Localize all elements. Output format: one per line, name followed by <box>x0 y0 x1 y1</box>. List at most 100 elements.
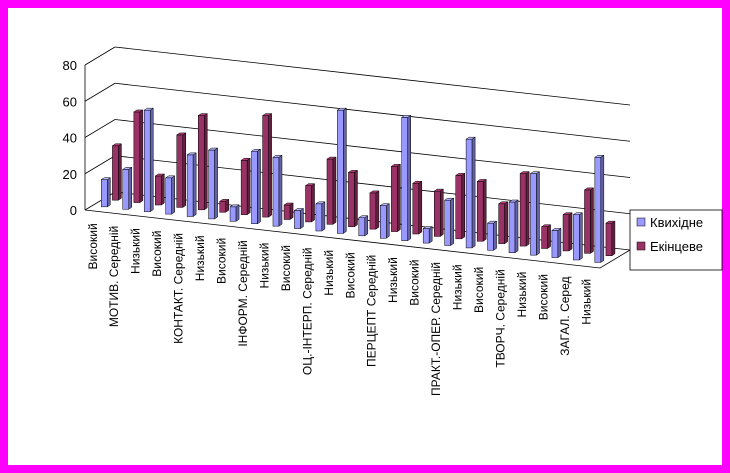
bar-side <box>600 154 605 263</box>
x-tick-label: Високий <box>343 252 357 298</box>
bar-kvykhidne <box>508 199 519 254</box>
bar-ekintseve <box>390 163 402 233</box>
bar-ekintseve <box>261 113 273 218</box>
x-tick-label: КОНТАКТ. Середній <box>172 233 186 344</box>
bar-front <box>122 169 130 210</box>
bar-kvykhidne <box>272 154 283 227</box>
bar-top <box>605 220 616 224</box>
bar-front <box>197 115 205 211</box>
bar-top <box>347 170 359 173</box>
bar-ekintseve <box>326 156 337 225</box>
gridline-depth <box>84 82 116 102</box>
bar-side <box>471 136 476 249</box>
bar-side <box>246 157 251 216</box>
bar-front <box>229 206 237 222</box>
bar-front <box>112 145 119 201</box>
bar-ekintseve <box>497 201 509 245</box>
bar-side <box>235 204 240 222</box>
bar-ekintseve <box>369 190 380 230</box>
bar-top <box>400 115 412 118</box>
x-tick-label: Низький <box>451 264 465 310</box>
bar-side <box>525 171 530 247</box>
bar-side <box>568 212 573 252</box>
y-tick-label: 0 <box>70 203 77 218</box>
bar-top <box>304 183 316 186</box>
y-tick-label: 40 <box>63 131 77 146</box>
bar-side <box>214 147 218 220</box>
bar-ekintseve <box>347 169 359 228</box>
bar-side <box>579 212 583 261</box>
bar-ekintseve <box>175 132 187 208</box>
bar-front <box>541 226 548 249</box>
bar-top <box>476 179 488 182</box>
bar-front <box>605 222 613 257</box>
bar-top <box>562 212 573 215</box>
bar-front <box>391 166 398 232</box>
bar-front <box>305 185 312 223</box>
bar-ekintseve <box>583 187 595 254</box>
bar-front <box>283 204 291 220</box>
bar-front <box>444 199 451 246</box>
bar-kvykhidne <box>443 197 455 246</box>
bar-top <box>111 143 123 147</box>
bar-side <box>611 220 616 257</box>
x-tick-label: Високий <box>472 267 486 313</box>
bar-top <box>594 155 605 158</box>
bar-side <box>203 113 208 211</box>
bar-front <box>208 149 215 220</box>
bar-kvykhidne <box>529 171 541 256</box>
bar-front <box>455 175 462 240</box>
bar-front <box>186 154 194 217</box>
bar-kvykhidne <box>250 148 262 225</box>
bar-side <box>557 227 562 259</box>
bar-side <box>514 199 519 254</box>
bar-top <box>207 147 219 151</box>
bar-top <box>411 181 423 184</box>
bar-top <box>261 113 273 116</box>
bar-top <box>143 107 155 111</box>
gridline-depth <box>84 46 116 66</box>
bar-front <box>573 214 580 261</box>
bar-ekintseve <box>411 180 423 235</box>
bar-side <box>332 156 337 225</box>
bar-top <box>497 201 509 205</box>
bar-side <box>482 178 487 242</box>
bar-front <box>262 115 269 218</box>
x-tick-label: ОЦ.-ІНТЕРП. Середній <box>300 247 314 375</box>
bar-top <box>240 158 251 161</box>
bar-side <box>504 201 508 245</box>
bar-front <box>401 117 408 241</box>
legend-swatch <box>636 217 646 227</box>
bar-kvykhidne <box>422 226 434 244</box>
bar-kvykhidne <box>164 175 176 215</box>
bar-front <box>562 214 570 252</box>
bar-top <box>326 156 337 160</box>
bar-kvykhidne <box>551 227 562 259</box>
bar-top <box>508 199 519 203</box>
bar-kvykhidne <box>293 207 305 230</box>
bar-front <box>584 189 591 254</box>
bar-top <box>529 171 541 174</box>
bar-ekintseve <box>283 202 294 220</box>
bar-side <box>428 226 433 244</box>
bar-front <box>176 134 184 208</box>
bar-top <box>175 132 187 136</box>
legend-box <box>629 209 723 271</box>
x-tick-label: Високий <box>150 231 164 277</box>
gridline <box>114 82 631 142</box>
bar-front <box>498 203 505 244</box>
bar-front <box>101 179 108 208</box>
bar-kvykhidne <box>100 177 112 208</box>
bar-kvykhidne <box>186 152 197 217</box>
bar-top <box>540 224 552 228</box>
bar-ekintseve <box>476 178 488 242</box>
x-tick-label: ТВОРЧ. Середній <box>494 269 508 367</box>
bar-ekintseve <box>540 224 552 249</box>
bar-side <box>418 180 423 235</box>
bar-top <box>218 199 230 202</box>
x-tick-label: Високий <box>408 260 422 306</box>
bar-kvykhidne <box>357 215 369 237</box>
bar-top <box>369 190 380 194</box>
bar-side <box>300 207 304 230</box>
